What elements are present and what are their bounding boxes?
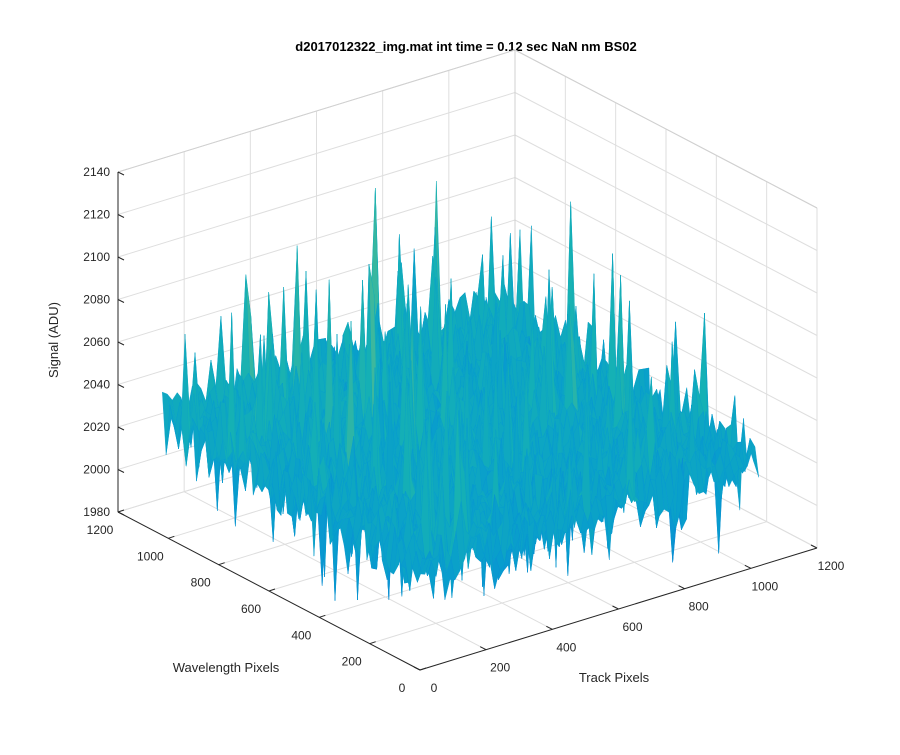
grid-line xyxy=(514,92,818,251)
y-tick xyxy=(218,562,225,566)
z-tick xyxy=(117,214,125,218)
x-tick xyxy=(612,605,619,610)
x-tick-label: 1000 xyxy=(751,579,778,593)
z-axis-label: Signal (ADU) xyxy=(46,302,61,378)
y-tick xyxy=(168,535,175,539)
y-tick-label: 0 xyxy=(399,681,406,695)
y-tick xyxy=(319,614,326,618)
z-tick xyxy=(117,511,125,516)
z-tick-label: 2140 xyxy=(83,165,110,179)
z-tick-label: 2040 xyxy=(83,378,110,392)
x-tick xyxy=(810,544,818,549)
y-axis-label: Wavelength Pixels xyxy=(173,660,280,675)
x-tick xyxy=(546,625,553,630)
grid-line xyxy=(117,219,516,343)
x-tick xyxy=(413,666,421,671)
z-tick xyxy=(117,171,125,176)
grid-line xyxy=(117,92,516,215)
x-tick-label: 0 xyxy=(431,681,438,695)
surface-mesh xyxy=(162,180,759,601)
z-tick xyxy=(117,426,125,431)
x-tick xyxy=(479,646,487,651)
y-tick-label: 400 xyxy=(291,628,311,642)
x-tick-label: 600 xyxy=(622,620,642,634)
box-edge xyxy=(514,49,818,209)
y-tick xyxy=(268,588,276,592)
z-tick xyxy=(117,384,125,388)
y-tick xyxy=(419,667,427,671)
x-axis-label: Track Pixels xyxy=(579,670,650,685)
grid-line xyxy=(514,177,818,336)
grid-line xyxy=(514,134,818,294)
chart-title: d2017012322_img.mat int time = 0.12 sec … xyxy=(295,39,636,54)
z-tick-label: 2120 xyxy=(83,208,110,222)
x-tick xyxy=(678,585,685,590)
z-tick xyxy=(117,256,125,261)
z-tick-label: 1980 xyxy=(83,505,110,519)
y-tick-label: 600 xyxy=(241,602,261,616)
y-tick-label: 200 xyxy=(342,655,362,669)
z-tick xyxy=(117,341,125,346)
x-tick xyxy=(744,564,752,569)
x-tick-label: 800 xyxy=(689,600,709,614)
z-tick xyxy=(117,299,125,303)
y-tick xyxy=(369,641,376,645)
grid-line xyxy=(117,134,516,258)
z-tick-label: 2080 xyxy=(83,293,110,307)
x-tick-label: 1200 xyxy=(818,559,845,573)
y-tick xyxy=(117,509,125,513)
z-tick-label: 2020 xyxy=(83,420,110,434)
y-tick-label: 1200 xyxy=(87,523,114,537)
grid-line xyxy=(369,521,767,645)
x-tick-label: 400 xyxy=(556,640,576,654)
x-tick-label: 200 xyxy=(490,661,510,675)
z-tick-label: 2060 xyxy=(83,335,110,349)
grid-line xyxy=(514,262,818,421)
y-tick-label: 1000 xyxy=(137,549,164,563)
z-tick-label: 2100 xyxy=(83,250,110,264)
z-tick xyxy=(117,469,125,473)
box-edge xyxy=(117,49,516,173)
grid-line xyxy=(514,219,818,379)
y-tick-label: 800 xyxy=(191,576,211,590)
z-tick-label: 2000 xyxy=(83,463,110,477)
grid-line xyxy=(117,177,516,300)
